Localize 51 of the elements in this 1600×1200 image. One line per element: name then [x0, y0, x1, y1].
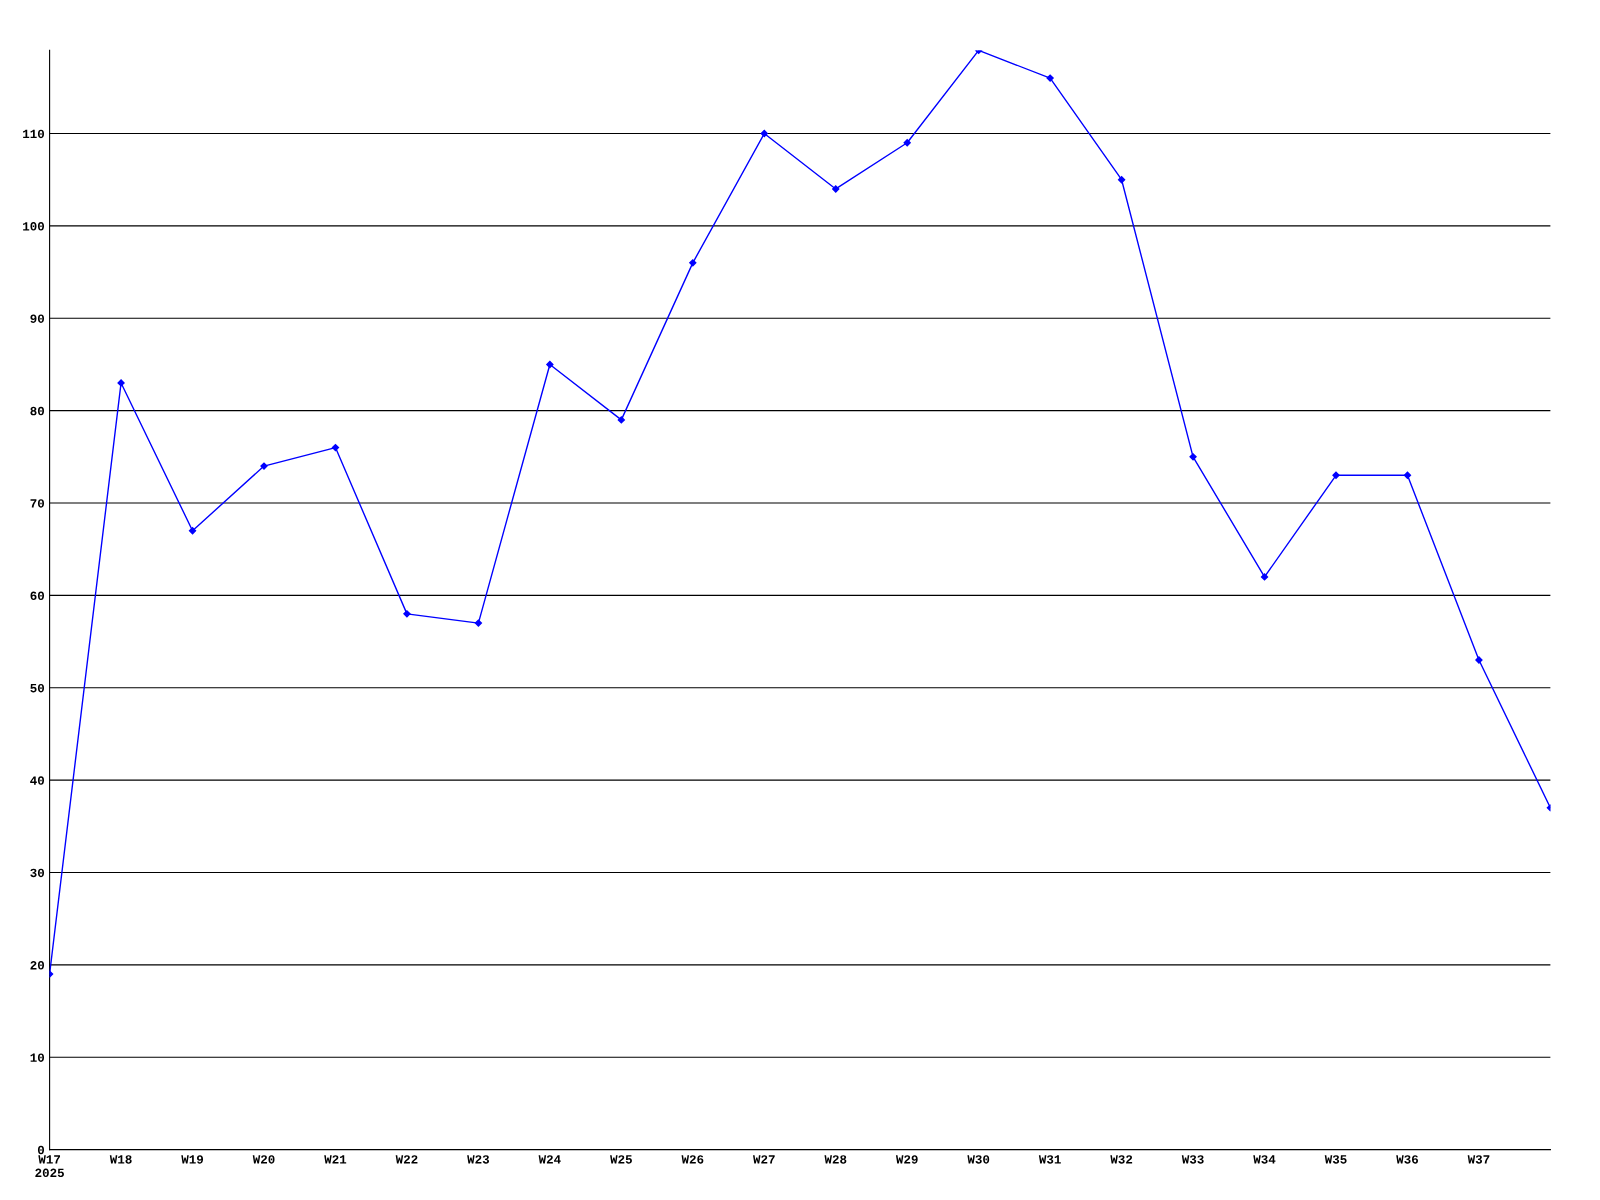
point [403, 610, 411, 618]
x-tick-label: W17 2025 [35, 1155, 64, 1178]
x-tick-label: W18 [109, 1155, 132, 1164]
x-tick-label: W22 [395, 1155, 418, 1164]
point [188, 527, 197, 535]
x-tick-label: W31 [1038, 1155, 1061, 1164]
point [331, 443, 340, 452]
point [1046, 74, 1054, 82]
point [1403, 471, 1412, 479]
point [1189, 453, 1197, 461]
x-tick-label: W34 [1253, 1155, 1276, 1164]
x-tick-label: W28 [824, 1155, 847, 1164]
y-tick-label: 110 [23, 129, 45, 139]
x-tick-label: W25 [610, 1155, 632, 1164]
y-tick-label: 30 [30, 868, 45, 878]
x-tick-label: W26 [681, 1155, 704, 1164]
x-tick-label: W23 [467, 1155, 490, 1164]
x-tick-label: W32 [1110, 1155, 1133, 1164]
x-tick-label: W27 [753, 1155, 775, 1164]
y-tick-label: 20 [30, 961, 45, 970]
x-tick-label: W29 [895, 1155, 918, 1164]
x-tick-label: W30 [967, 1155, 990, 1164]
point [1475, 656, 1483, 664]
x-tick-label: W37 [1467, 1155, 1490, 1164]
point [117, 379, 125, 387]
y-tick-label: 100 [23, 222, 45, 231]
x-tick-label: W20 [252, 1155, 275, 1164]
y-tick-label: 40 [30, 776, 45, 785]
point [760, 129, 768, 138]
point [1260, 573, 1269, 581]
x-tick-label: W35 [1324, 1155, 1347, 1164]
point [474, 619, 483, 627]
y-tick-label: 70 [30, 499, 45, 508]
point [546, 360, 554, 369]
y-tick-label: 80 [30, 406, 45, 416]
point [1332, 471, 1340, 479]
y-tick-label: 10 [30, 1053, 45, 1062]
point [1117, 176, 1126, 184]
point [832, 185, 840, 193]
y-tick-label: 60 [30, 591, 45, 601]
x-tick-label: W19 [181, 1155, 204, 1164]
y-tick-label: 50 [30, 683, 45, 693]
y-tick-label: 90 [30, 314, 45, 323]
x-tick-label: W36 [1396, 1155, 1419, 1164]
point [689, 259, 697, 267]
x-tick-label: W24 [538, 1155, 561, 1164]
x-tick-label: W21 [324, 1155, 347, 1164]
point [903, 139, 911, 147]
point [617, 416, 625, 424]
y-tick-label: 0 [37, 1145, 45, 1155]
x-tick-label: W33 [1181, 1155, 1204, 1164]
